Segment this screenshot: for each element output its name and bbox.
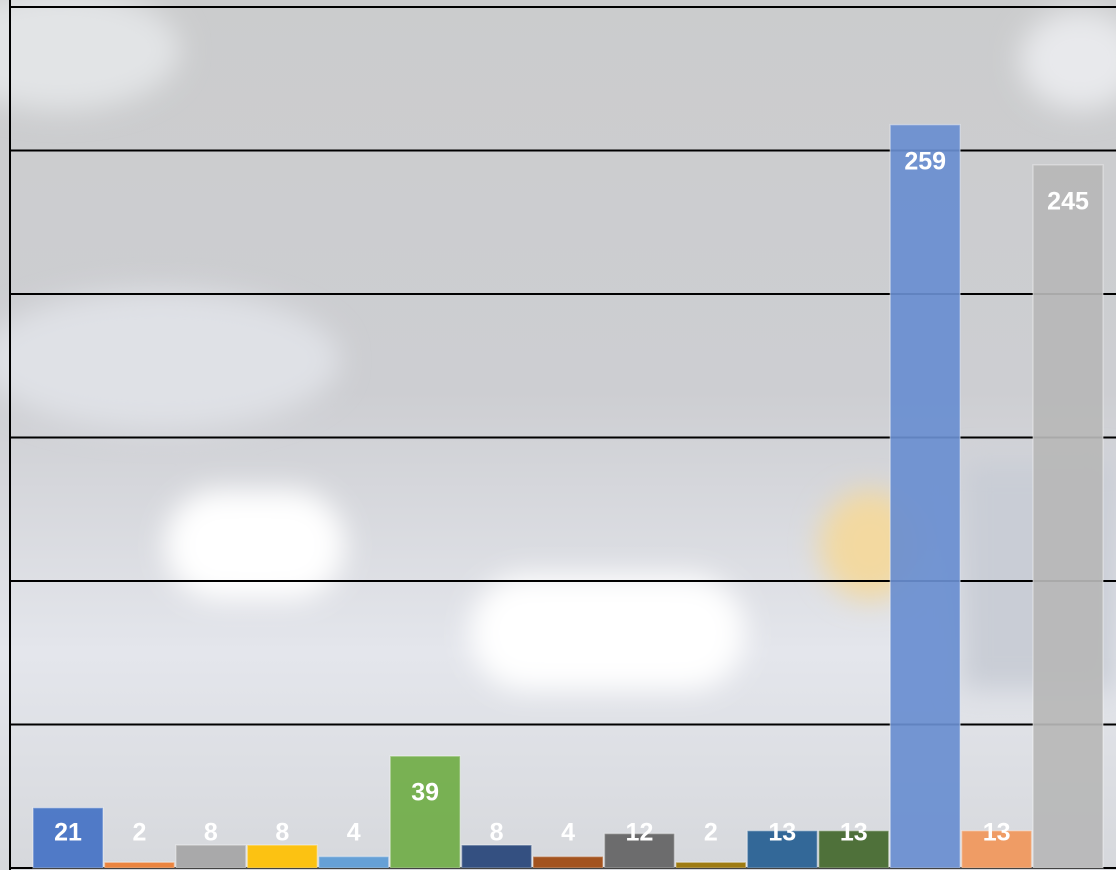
data-label: 13 — [840, 819, 868, 847]
bar — [1032, 164, 1104, 869]
data-label: 2 — [704, 819, 718, 847]
data-label: 39 — [411, 779, 439, 807]
data-label: 259 — [904, 147, 946, 175]
data-label: 245 — [1047, 187, 1089, 215]
data-label: 8 — [204, 819, 218, 847]
data-label: 13 — [983, 819, 1011, 847]
data-label: 8 — [275, 819, 289, 847]
data-label: 4 — [347, 819, 361, 847]
data-label: 2 — [132, 819, 146, 847]
bar — [675, 861, 747, 869]
bar — [389, 755, 461, 869]
data-label: 12 — [626, 819, 654, 847]
bar — [175, 844, 247, 869]
data-label: 4 — [561, 819, 575, 847]
bar — [889, 123, 961, 869]
bar — [246, 844, 319, 869]
data-label: 21 — [54, 819, 82, 847]
bar — [603, 832, 676, 869]
bar — [460, 844, 533, 869]
bar — [746, 829, 819, 869]
bar — [817, 829, 890, 869]
bar — [960, 829, 1033, 869]
bar — [532, 855, 604, 869]
data-label: 13 — [768, 819, 796, 847]
data-label: 8 — [490, 819, 504, 847]
bar — [32, 806, 104, 869]
bar — [317, 855, 390, 869]
plot-area: 21 2 8 8 4 39 8 4 12 2 13 13 259 13 245 — [10, 6, 1116, 869]
bar — [103, 861, 176, 869]
